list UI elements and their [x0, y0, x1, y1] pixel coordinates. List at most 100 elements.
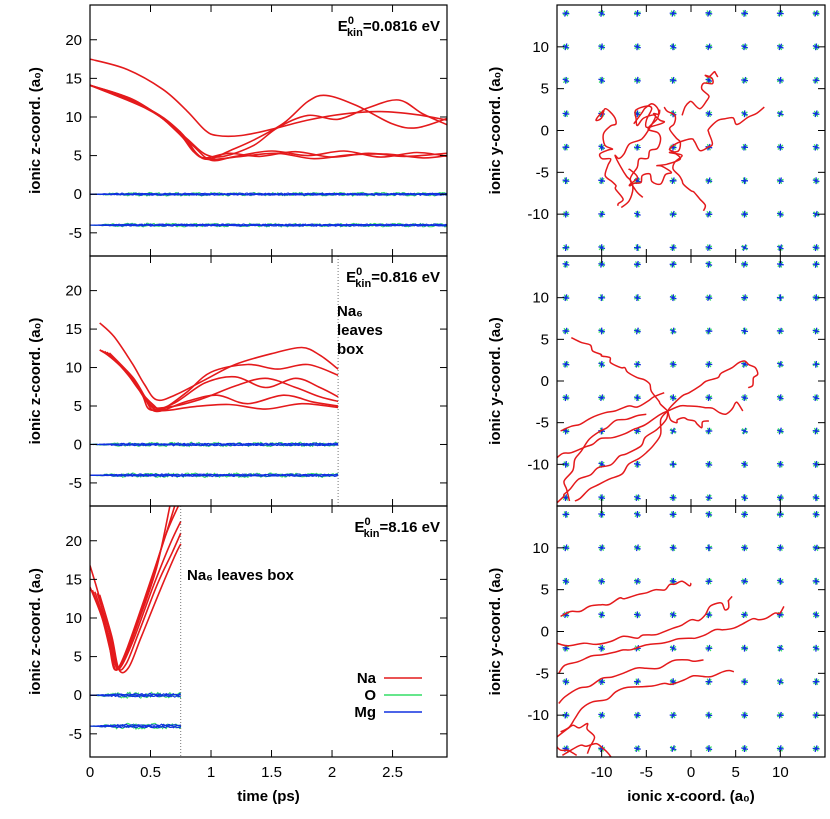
y-tick-label: 20: [65, 283, 82, 300]
y-axis-label: ionic y-coord. (a₀): [487, 67, 504, 195]
lattice-site-marker: [776, 244, 784, 252]
lattice-site-marker: [776, 577, 784, 585]
y-axis-label: ionic z-coord. (a₀): [27, 318, 44, 445]
x-tick-label: 0: [86, 764, 94, 781]
panel-right-top: 10 5 0 -5 -10 ionic y-coord. (a₀): [487, 4, 826, 257]
na-trajectory: [90, 84, 447, 159]
lattice-site-marker: [812, 360, 820, 368]
lattice-site-marker: [633, 544, 641, 552]
lattice-site-marker: [562, 427, 570, 435]
lattice-site-marker: [598, 43, 606, 51]
lattice-site-marker: [633, 143, 641, 151]
lattice-site-marker: [812, 644, 820, 652]
lattice-site-marker: [598, 544, 606, 552]
y-tick-label: -10: [527, 707, 549, 724]
na-trajectory: [103, 350, 339, 413]
x-tick-label: -10: [591, 764, 613, 781]
lattice-site-marker: [741, 460, 749, 468]
energy-annotation: E0 kin=8.16 eV: [354, 516, 440, 540]
legend-label: Mg: [354, 704, 376, 721]
na-trajectory: [667, 360, 759, 412]
lattice-site-marker: [705, 110, 713, 118]
lattice-site-marker: [633, 43, 641, 51]
lattice-site-marker: [705, 745, 713, 753]
lattice-site-marker: [633, 394, 641, 402]
lattice-site-marker: [741, 9, 749, 17]
x-tick-label: 2: [328, 764, 336, 781]
lattice-site-marker: [776, 177, 784, 185]
na-trajectory: [570, 337, 669, 412]
lattice-site-marker: [562, 244, 570, 252]
lattice-site-marker: [633, 460, 641, 468]
lattice-site-marker: [741, 244, 749, 252]
lattice-site-marker: [705, 494, 713, 502]
lattice-site-marker: [812, 544, 820, 552]
y-tick-label: 0: [74, 186, 82, 203]
lattice-site-marker: [705, 177, 713, 185]
lattice-site-marker: [598, 711, 606, 719]
lattice-site-marker: [776, 678, 784, 686]
na-trajectory: [614, 105, 666, 209]
lattice-site-marker: [633, 577, 641, 585]
panel-left-top: 20 15 10 5 0 -5 ionic z-coord. (a₀) E0 kin=0.081…: [27, 4, 448, 257]
axes-frame: [556, 4, 826, 257]
y-tick-label: -5: [536, 415, 549, 432]
lattice-site-marker: [705, 9, 713, 17]
lattice-site-marker: [705, 244, 713, 252]
y-tick-label: -5: [69, 475, 82, 492]
lattice-site-marker: [741, 494, 749, 502]
lattice-site-marker: [669, 611, 677, 619]
y-tick-label: 5: [541, 81, 549, 98]
lattice-site-marker: [812, 611, 820, 619]
lattice-site-marker: [705, 43, 713, 51]
lattice-site-marker: [776, 460, 784, 468]
y-axis-label: ionic z-coord. (a₀): [27, 67, 44, 194]
lattice-site-marker: [741, 43, 749, 51]
y-tick-label: 20: [65, 533, 82, 550]
lattice-site-marker: [776, 494, 784, 502]
lattice-site-marker: [598, 9, 606, 17]
na-trajectory: [560, 580, 692, 618]
lattice-site-marker: [562, 177, 570, 185]
lattice-site-marker: [741, 510, 749, 518]
lattice-site-marker: [776, 210, 784, 218]
lattice-site-marker: [812, 510, 820, 518]
na-trajectory: [560, 392, 665, 432]
lattice-site-marker: [705, 294, 713, 302]
na-trajectory: [629, 102, 662, 198]
leave-box-annotation: box: [337, 341, 364, 358]
lattice-site-marker: [741, 210, 749, 218]
y-axis-label: ionic z-coord. (a₀): [27, 568, 44, 695]
lattice-site-marker: [705, 544, 713, 552]
lattice-site-marker: [669, 544, 677, 552]
lattice-site-marker: [669, 577, 677, 585]
leave-box-annotation: Na₆: [337, 303, 363, 320]
lattice-site-marker: [598, 360, 606, 368]
na-trajectory: [558, 606, 785, 674]
lattice-site-marker: [812, 394, 820, 402]
y-tick-label: -10: [527, 206, 549, 223]
lattice-site-marker: [633, 510, 641, 518]
lattice-site-marker: [598, 260, 606, 268]
lattice-site-marker: [812, 327, 820, 335]
lattice-site-marker: [705, 394, 713, 402]
na-trajectory: [101, 349, 339, 412]
y-axis-label: ionic y-coord. (a₀): [487, 568, 504, 696]
y-tick-label: -10: [527, 456, 549, 473]
lattice-site-marker: [776, 427, 784, 435]
lattice-site-marker: [562, 678, 570, 686]
na-trajectory: [595, 107, 624, 207]
y-tick-label: -5: [69, 726, 82, 743]
lattice-site-marker: [776, 76, 784, 84]
mg-trace: [90, 473, 339, 478]
lattice-site-marker: [598, 327, 606, 335]
lattice-site-marker: [741, 327, 749, 335]
lattice-site-marker: [633, 294, 641, 302]
mg-trace: [90, 692, 181, 698]
lattice-site-marker: [776, 394, 784, 402]
lattice-site-marker: [812, 76, 820, 84]
lattice-site-marker: [776, 644, 784, 652]
x-tick-label: 2.5: [382, 764, 403, 781]
lattice-site-marker: [562, 76, 570, 84]
na-trajectory: [557, 410, 669, 504]
